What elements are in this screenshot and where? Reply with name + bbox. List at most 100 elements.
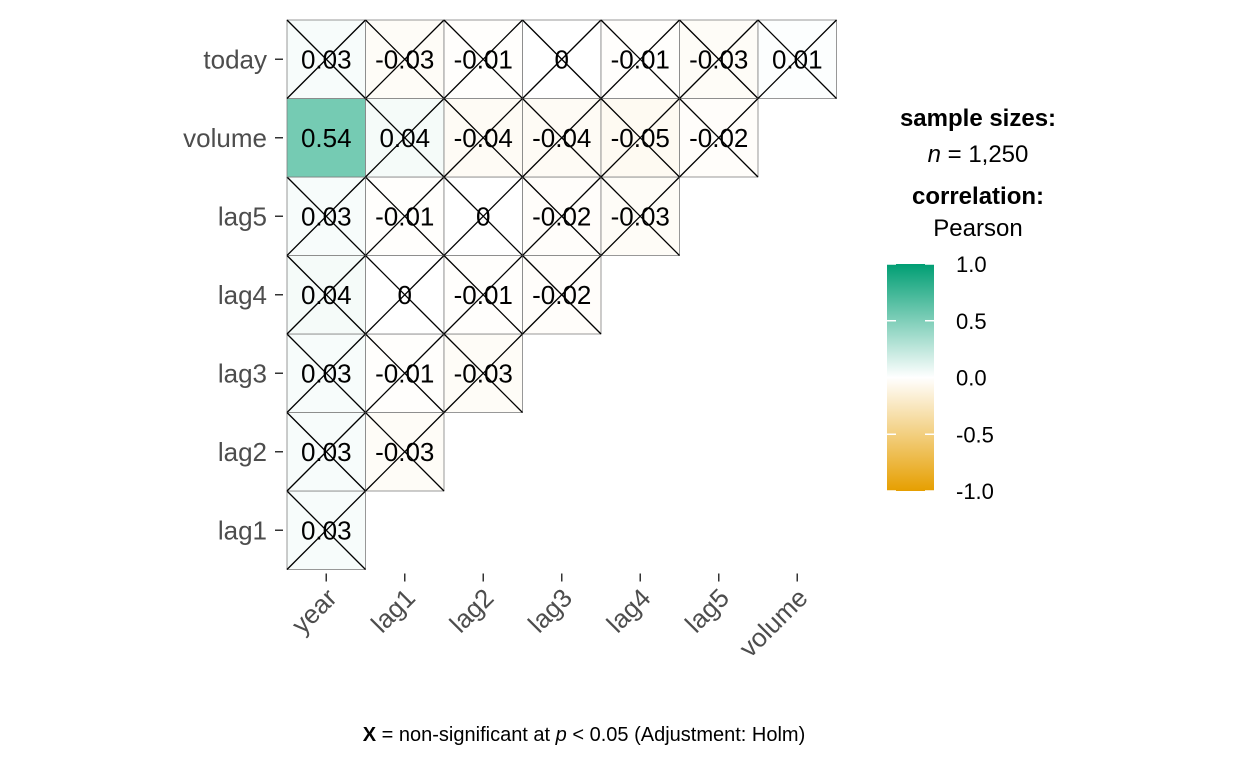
heatmap-cell: -0.03 xyxy=(365,19,445,99)
y-tick-label: lag3 xyxy=(218,358,267,388)
cell-value-label: 0.54 xyxy=(301,123,352,153)
caption-mark: X xyxy=(362,724,377,746)
cell-value-label: 0 xyxy=(555,44,569,74)
y-tick-label: lag1 xyxy=(218,515,267,545)
heatmap-cell: 0.03 xyxy=(286,412,366,492)
nonsig-cross-line xyxy=(443,98,523,178)
cell-value-label: -0.05 xyxy=(611,123,670,153)
legend-sample-size: n = 1,250 xyxy=(928,141,1029,168)
cell-value-label: -0.03 xyxy=(689,44,748,74)
nonsig-cross-line xyxy=(365,98,445,178)
y-axis: lag1 lag2 lag3 lag4 lag5 volume today xyxy=(183,44,283,545)
legend: sample sizes: n = 1,250 correlation: Pea… xyxy=(887,105,1056,504)
heatmap-cell: -0.03 xyxy=(365,412,445,492)
heatmap-cell: -0.01 xyxy=(443,19,523,99)
heatmap-cell: -0.01 xyxy=(600,19,680,99)
caption-text-1: = non-significant at xyxy=(376,724,556,746)
cell-value-label: -0.02 xyxy=(689,123,748,153)
cell-value-label: 0.03 xyxy=(301,437,352,467)
heatmap-cell: -0.01 xyxy=(365,176,445,256)
cell-value-label: -0.02 xyxy=(532,201,591,231)
cell-value-label: -0.03 xyxy=(611,201,670,231)
cell-value-label: 0 xyxy=(476,201,490,231)
nonsig-cross-line xyxy=(522,19,602,99)
nonsig-cross-line xyxy=(522,98,602,178)
heatmap-cell: -0.04 xyxy=(443,98,523,178)
nonsig-cross-line xyxy=(600,19,680,99)
y-tick-label: lag5 xyxy=(218,201,267,231)
cell-value-label: -0.01 xyxy=(375,201,434,231)
nonsig-cross-line xyxy=(365,412,445,492)
cell-value-label: 0 xyxy=(398,280,412,310)
x-tick-label: lag4 xyxy=(601,583,657,639)
nonsig-cross-line xyxy=(365,176,445,256)
y-tick-label: volume xyxy=(183,123,267,153)
x-tick-label: lag3 xyxy=(522,583,578,639)
heatmap-cell: 0.03 xyxy=(286,333,366,413)
nonsig-cross-line xyxy=(443,176,523,256)
legend-ticks: 1.0 0.5 0.0 -0.5 -1.0 xyxy=(887,252,994,504)
y-tick-label: lag2 xyxy=(218,437,267,467)
x-tick-label: lag2 xyxy=(444,583,500,639)
cell-value-label: -0.03 xyxy=(375,44,434,74)
cell-fill xyxy=(286,98,366,178)
cell-value-label: 0.03 xyxy=(301,515,352,545)
heatmap-cell: -0.03 xyxy=(679,19,759,99)
heatmap-cell: -0.03 xyxy=(600,176,680,256)
cell-value-label: 0.03 xyxy=(301,201,352,231)
legend-tick-label: -0.5 xyxy=(956,422,994,447)
cell-value-label: -0.03 xyxy=(375,437,434,467)
legend-tick-label: 1.0 xyxy=(956,252,987,277)
cell-value-label: 0.04 xyxy=(379,123,430,153)
legend-tick-label: 0.0 xyxy=(956,366,987,391)
nonsig-cross-line xyxy=(600,98,680,178)
heatmap-cell: 0.01 xyxy=(757,19,837,99)
legend-corr-method: Pearson xyxy=(933,215,1022,242)
y-tick-label: lag4 xyxy=(218,280,267,310)
legend-tick-label: -1.0 xyxy=(956,479,994,504)
nonsig-cross-line xyxy=(365,333,445,413)
heatmap-cell: 0.03 xyxy=(286,19,366,99)
cell-value-label: 0.04 xyxy=(301,280,352,310)
x-tick-label: lag5 xyxy=(679,583,735,639)
heatmap-cell: -0.04 xyxy=(522,98,602,178)
cell-value-label: -0.04 xyxy=(454,123,513,153)
nonsig-cross-line xyxy=(365,19,445,99)
x-tick-label: lag1 xyxy=(365,583,421,639)
nonsig-cross-line xyxy=(600,176,680,256)
nonsig-cross-line xyxy=(443,255,523,335)
heatmap-cell: -0.01 xyxy=(443,255,523,335)
nonsig-cross-line xyxy=(757,19,837,99)
heatmap-cell: 0.03 xyxy=(286,490,366,570)
cell-value-label: 0.03 xyxy=(301,44,352,74)
heatmap-cell: 0 xyxy=(443,176,523,256)
nonsig-cross-line xyxy=(286,333,366,413)
legend-n-symbol: n xyxy=(928,141,941,168)
cell-value-label: -0.01 xyxy=(454,44,513,74)
nonsig-cross-line xyxy=(522,176,602,256)
heatmap-cell: 0.54 xyxy=(286,98,366,178)
heatmap-cell: -0.02 xyxy=(679,98,759,178)
legend-sample-title: sample sizes: xyxy=(900,105,1056,132)
nonsig-cross-line xyxy=(522,255,602,335)
legend-corr-title: correlation: xyxy=(912,183,1044,210)
heatmap-cell: -0.01 xyxy=(365,333,445,413)
cell-value-label: -0.01 xyxy=(454,280,513,310)
cell-value-label: -0.01 xyxy=(611,44,670,74)
heatmap-cell: 0.04 xyxy=(286,255,366,335)
cell-value-label: 0.01 xyxy=(772,44,823,74)
significance-caption: X = non-significant at p < 0.05 (Adjustm… xyxy=(0,724,1168,747)
nonsig-cross-line xyxy=(443,333,523,413)
cell-value-label: -0.03 xyxy=(454,358,513,388)
x-tick-label: volume xyxy=(733,583,813,663)
heatmap-cell: 0 xyxy=(365,255,445,335)
heatmap-cell: 0.03 xyxy=(286,176,366,256)
nonsig-cross-line xyxy=(679,98,759,178)
heatmap-cell: 0.04 xyxy=(365,98,445,178)
heatmap-cell: -0.02 xyxy=(522,255,602,335)
caption-text-2: < 0.05 (Adjustment: Holm) xyxy=(566,724,806,746)
nonsig-cross-line xyxy=(286,412,366,492)
nonsig-cross-line xyxy=(286,255,366,335)
